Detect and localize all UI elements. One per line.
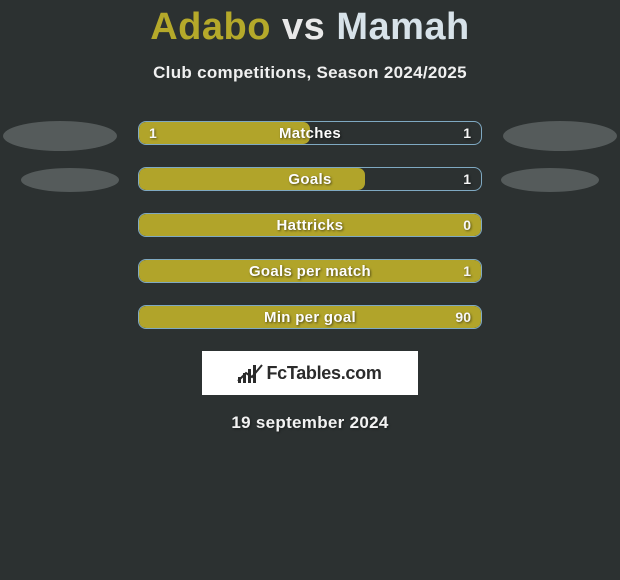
stat-bar: 1Matches1 [138,121,482,145]
comparison-title: Adabo vs Mamah [0,0,620,49]
bar-chart-icon [238,363,262,383]
player-badge-placeholder [3,121,117,151]
stat-bar-fill [139,168,365,190]
player-badge-placeholder [21,168,119,192]
vs-separator: vs [282,6,325,48]
stat-bar-fill [139,260,481,282]
stat-bar: Min per goal90 [138,305,482,329]
stat-bar-fill [139,214,481,236]
stat-bar-fill [139,122,310,144]
player2-name: Mamah [336,6,469,48]
player-badge-placeholder [503,121,617,151]
stat-bar: Goals1 [138,167,482,191]
stat-bar: Hattricks0 [138,213,482,237]
fctables-logo: FcTables.com [202,351,418,395]
comparison-chart: 1Matches1 Goals1 Hattricks0 Goals per match… [0,121,620,329]
logo-text: FcTables.com [266,363,381,384]
bars-container: 1Matches1 Goals1 Hattricks0 Goals per match… [138,121,482,329]
stat-bar-fill [139,306,481,328]
stat-value-right: 1 [463,168,471,190]
snapshot-date: 19 september 2024 [0,413,620,433]
stat-value-right: 1 [463,122,471,144]
stat-bar: Goals per match1 [138,259,482,283]
player1-name: Adabo [150,6,271,48]
player-badge-placeholder [501,168,599,192]
season-subtitle: Club competitions, Season 2024/2025 [0,63,620,83]
